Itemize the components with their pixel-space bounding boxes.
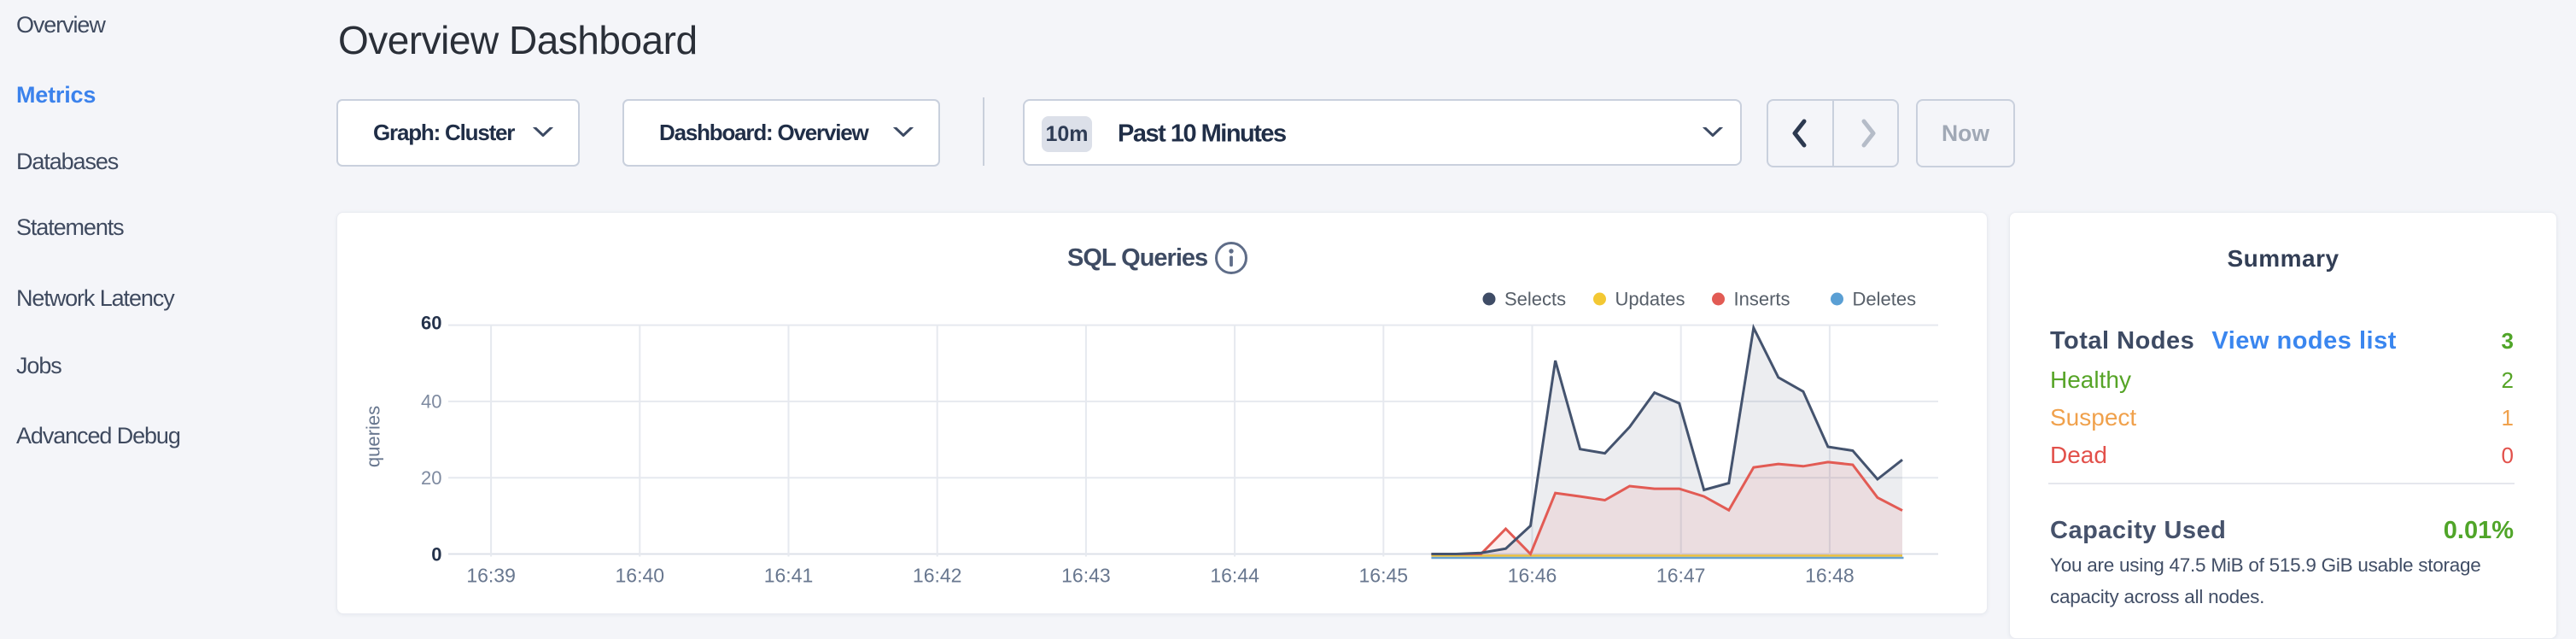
svg-text:Selects: Selects bbox=[1504, 289, 1566, 310]
svg-text:16:41: 16:41 bbox=[764, 565, 814, 587]
svg-text:queries: queries bbox=[363, 406, 384, 467]
svg-text:16:39: 16:39 bbox=[466, 565, 516, 587]
svg-text:16:44: 16:44 bbox=[1210, 565, 1259, 587]
svg-text:Inserts: Inserts bbox=[1734, 289, 1790, 310]
svg-text:16:42: 16:42 bbox=[913, 565, 962, 587]
svg-text:60: 60 bbox=[421, 313, 441, 334]
svg-text:16:43: 16:43 bbox=[1061, 565, 1111, 587]
svg-text:16:40: 16:40 bbox=[616, 565, 665, 587]
svg-text:Deletes: Deletes bbox=[1853, 289, 1917, 310]
svg-text:40: 40 bbox=[421, 391, 441, 413]
svg-text:0: 0 bbox=[431, 544, 441, 566]
svg-text:20: 20 bbox=[421, 467, 441, 489]
svg-text:Updates: Updates bbox=[1615, 289, 1685, 310]
svg-text:16:46: 16:46 bbox=[1508, 565, 1557, 587]
svg-text:16:48: 16:48 bbox=[1805, 565, 1855, 587]
svg-text:16:45: 16:45 bbox=[1359, 565, 1409, 587]
svg-text:16:47: 16:47 bbox=[1656, 565, 1706, 587]
